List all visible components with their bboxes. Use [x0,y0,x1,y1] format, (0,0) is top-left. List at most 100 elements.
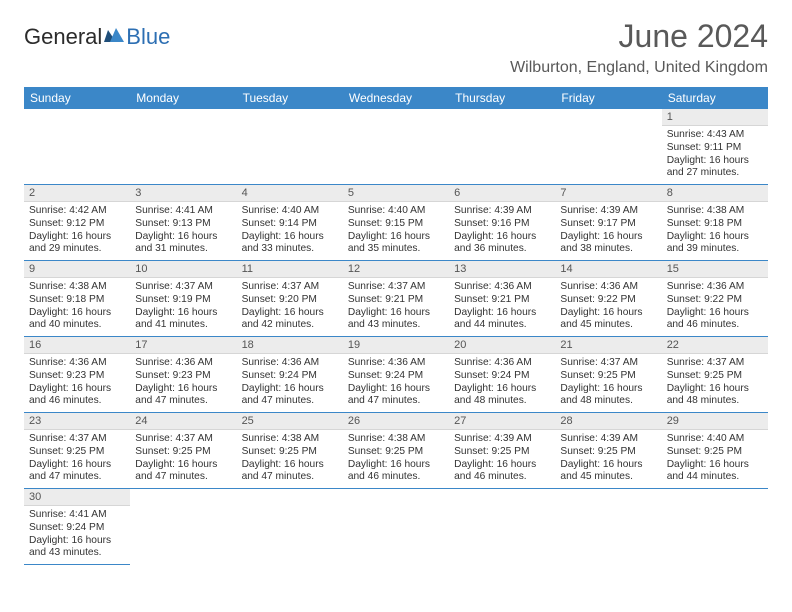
calendar-day-cell: 21Sunrise: 4:37 AMSunset: 9:25 PMDayligh… [555,337,661,413]
calendar-day-cell: 27Sunrise: 4:39 AMSunset: 9:25 PMDayligh… [449,413,555,489]
daylight-line: Daylight: 16 hours and 41 minutes. [135,307,231,333]
daylight-line: Daylight: 16 hours and 33 minutes. [242,231,338,257]
sunset-line: Sunset: 9:21 PM [348,294,444,307]
daylight-line: Daylight: 16 hours and 31 minutes. [135,231,231,257]
day-body: Sunrise: 4:37 AMSunset: 9:25 PMDaylight:… [130,430,236,488]
daylight-line: Daylight: 16 hours and 38 minutes. [560,231,656,257]
calendar-week-row: 9Sunrise: 4:38 AMSunset: 9:18 PMDaylight… [24,261,768,337]
calendar-day-cell [555,489,661,565]
sunset-line: Sunset: 9:19 PM [135,294,231,307]
calendar-day-cell [555,109,661,185]
daylight-line: Daylight: 16 hours and 42 minutes. [242,307,338,333]
calendar-week-row: 23Sunrise: 4:37 AMSunset: 9:25 PMDayligh… [24,413,768,489]
day-body: Sunrise: 4:38 AMSunset: 9:18 PMDaylight:… [24,278,130,336]
day-number: 6 [449,185,555,202]
sunrise-line: Sunrise: 4:38 AM [242,433,338,446]
daylight-line: Daylight: 16 hours and 44 minutes. [454,307,550,333]
location: Wilburton, England, United Kingdom [510,59,768,77]
day-body: Sunrise: 4:39 AMSunset: 9:25 PMDaylight:… [555,430,661,488]
day-number: 8 [662,185,768,202]
daylight-line: Daylight: 16 hours and 47 minutes. [135,383,231,409]
weekday-header: Monday [130,87,236,109]
day-number: 14 [555,261,661,278]
sunrise-line: Sunrise: 4:40 AM [667,433,763,446]
day-number: 9 [24,261,130,278]
sunset-line: Sunset: 9:25 PM [667,370,763,383]
day-number: 28 [555,413,661,430]
sunset-line: Sunset: 9:25 PM [29,446,125,459]
day-body: Sunrise: 4:36 AMSunset: 9:21 PMDaylight:… [449,278,555,336]
day-body: Sunrise: 4:43 AMSunset: 9:11 PMDaylight:… [662,126,768,184]
sunrise-line: Sunrise: 4:38 AM [29,281,125,294]
calendar-day-cell: 3Sunrise: 4:41 AMSunset: 9:13 PMDaylight… [130,185,236,261]
day-body: Sunrise: 4:40 AMSunset: 9:25 PMDaylight:… [662,430,768,488]
day-body: Sunrise: 4:39 AMSunset: 9:16 PMDaylight:… [449,202,555,260]
sunset-line: Sunset: 9:11 PM [667,142,763,155]
sunset-line: Sunset: 9:24 PM [242,370,338,383]
calendar-day-cell: 5Sunrise: 4:40 AMSunset: 9:15 PMDaylight… [343,185,449,261]
daylight-line: Daylight: 16 hours and 46 minutes. [348,459,444,485]
daylight-line: Daylight: 16 hours and 29 minutes. [29,231,125,257]
day-body: Sunrise: 4:36 AMSunset: 9:24 PMDaylight:… [449,354,555,412]
sunrise-line: Sunrise: 4:42 AM [29,205,125,218]
calendar-day-cell [449,109,555,185]
calendar-day-cell: 20Sunrise: 4:36 AMSunset: 9:24 PMDayligh… [449,337,555,413]
sunrise-line: Sunrise: 4:36 AM [560,281,656,294]
sunrise-line: Sunrise: 4:36 AM [667,281,763,294]
weekday-header: Tuesday [237,87,343,109]
weekday-header: Saturday [662,87,768,109]
title-block: June 2024 Wilburton, England, United Kin… [510,18,768,77]
day-body: Sunrise: 4:39 AMSunset: 9:17 PMDaylight:… [555,202,661,260]
day-number: 19 [343,337,449,354]
daylight-line: Daylight: 16 hours and 44 minutes. [667,459,763,485]
day-number: 11 [237,261,343,278]
sunset-line: Sunset: 9:22 PM [560,294,656,307]
day-number: 12 [343,261,449,278]
sunset-line: Sunset: 9:23 PM [29,370,125,383]
sunrise-line: Sunrise: 4:37 AM [348,281,444,294]
calendar-day-cell: 23Sunrise: 4:37 AMSunset: 9:25 PMDayligh… [24,413,130,489]
sunset-line: Sunset: 9:25 PM [667,446,763,459]
daylight-line: Daylight: 16 hours and 48 minutes. [667,383,763,409]
sunrise-line: Sunrise: 4:39 AM [454,205,550,218]
daylight-line: Daylight: 16 hours and 47 minutes. [348,383,444,409]
weekday-header: Sunday [24,87,130,109]
sunrise-line: Sunrise: 4:39 AM [560,433,656,446]
day-number: 22 [662,337,768,354]
day-body: Sunrise: 4:41 AMSunset: 9:13 PMDaylight:… [130,202,236,260]
calendar-day-cell: 10Sunrise: 4:37 AMSunset: 9:19 PMDayligh… [130,261,236,337]
calendar-day-cell: 28Sunrise: 4:39 AMSunset: 9:25 PMDayligh… [555,413,661,489]
sunrise-line: Sunrise: 4:39 AM [560,205,656,218]
calendar-day-cell: 6Sunrise: 4:39 AMSunset: 9:16 PMDaylight… [449,185,555,261]
daylight-line: Daylight: 16 hours and 47 minutes. [135,459,231,485]
calendar-day-cell: 8Sunrise: 4:38 AMSunset: 9:18 PMDaylight… [662,185,768,261]
daylight-line: Daylight: 16 hours and 46 minutes. [667,307,763,333]
calendar-day-cell: 16Sunrise: 4:36 AMSunset: 9:23 PMDayligh… [24,337,130,413]
day-number: 1 [662,109,768,126]
calendar-day-cell: 17Sunrise: 4:36 AMSunset: 9:23 PMDayligh… [130,337,236,413]
calendar-week-row: 1Sunrise: 4:43 AMSunset: 9:11 PMDaylight… [24,109,768,185]
day-number: 10 [130,261,236,278]
daylight-line: Daylight: 16 hours and 36 minutes. [454,231,550,257]
calendar-day-cell [343,489,449,565]
logo-text-1: General [24,24,102,50]
sunrise-line: Sunrise: 4:36 AM [454,357,550,370]
sunrise-line: Sunrise: 4:38 AM [348,433,444,446]
sunset-line: Sunset: 9:25 PM [454,446,550,459]
daylight-line: Daylight: 16 hours and 48 minutes. [560,383,656,409]
calendar-day-cell: 30Sunrise: 4:41 AMSunset: 9:24 PMDayligh… [24,489,130,565]
calendar-day-cell: 13Sunrise: 4:36 AMSunset: 9:21 PMDayligh… [449,261,555,337]
calendar-day-cell: 25Sunrise: 4:38 AMSunset: 9:25 PMDayligh… [237,413,343,489]
calendar-day-cell [343,109,449,185]
sunrise-line: Sunrise: 4:37 AM [667,357,763,370]
sunrise-line: Sunrise: 4:41 AM [29,509,125,522]
logo: General Blue [24,24,170,50]
sunset-line: Sunset: 9:24 PM [348,370,444,383]
day-number: 20 [449,337,555,354]
sunrise-line: Sunrise: 4:36 AM [242,357,338,370]
daylight-line: Daylight: 16 hours and 45 minutes. [560,459,656,485]
sunset-line: Sunset: 9:16 PM [454,218,550,231]
calendar-day-cell: 19Sunrise: 4:36 AMSunset: 9:24 PMDayligh… [343,337,449,413]
calendar-day-cell: 11Sunrise: 4:37 AMSunset: 9:20 PMDayligh… [237,261,343,337]
calendar-day-cell: 9Sunrise: 4:38 AMSunset: 9:18 PMDaylight… [24,261,130,337]
